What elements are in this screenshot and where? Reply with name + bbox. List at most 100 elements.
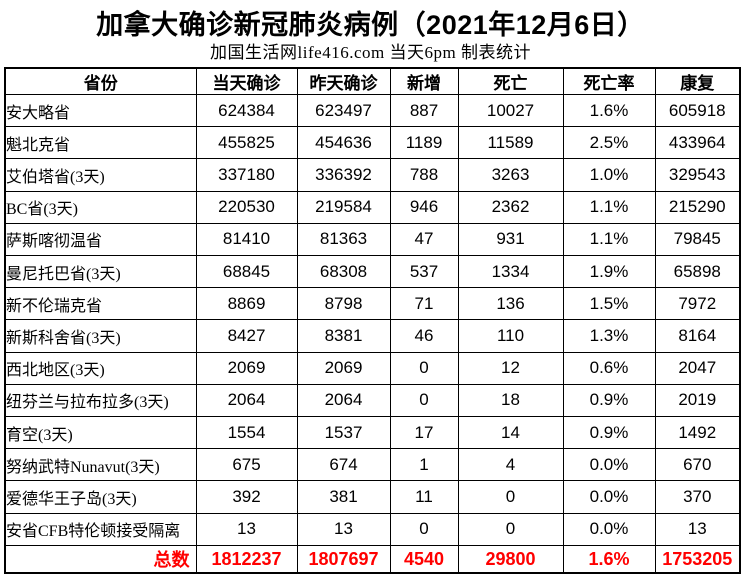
province-cell: 魁北克省 xyxy=(4,126,197,160)
table-row: BC省(3天) 220530 219584 946 2362 1.1% 215290 xyxy=(4,190,741,224)
value-cell: 1.9% xyxy=(562,255,656,289)
value-cell: 13 xyxy=(195,512,298,547)
value-cell: 13 xyxy=(296,512,391,547)
table-row: 新不伦瑞克省 8869 8798 71 136 1.5% 7972 xyxy=(4,287,741,321)
table-body: 安大略省 624384 623497 887 10027 1.6% 605918 魁北克省 45… xyxy=(4,93,741,547)
value-cell: 392 xyxy=(195,480,298,514)
table-row: 萨斯喀彻温省 81410 81363 47 931 1.1% 79845 xyxy=(4,222,741,257)
value-cell: 136 xyxy=(457,287,564,321)
header-yesterday: 昨天确诊 xyxy=(296,67,391,95)
value-cell: 0 xyxy=(457,512,564,547)
value-cell: 11589 xyxy=(457,126,564,160)
value-cell: 2047 xyxy=(654,351,741,385)
value-cell: 788 xyxy=(389,158,459,192)
value-cell: 65898 xyxy=(654,255,741,289)
value-cell: 337180 xyxy=(195,158,298,192)
value-cell: 1.1% xyxy=(562,222,656,257)
table-row: 努纳武特Nunavut(3天) 675 674 1 4 0.0% 670 xyxy=(4,448,741,482)
value-cell: 17 xyxy=(389,416,459,450)
value-cell: 1334 xyxy=(457,255,564,289)
page-subtitle: 加国生活网life416.com 当天6pm 制表统计 xyxy=(210,43,531,62)
value-cell: 454636 xyxy=(296,126,391,160)
province-cell: 曼尼托巴省(3天) xyxy=(4,255,197,289)
value-cell: 537 xyxy=(389,255,459,289)
value-cell: 1.5% xyxy=(562,287,656,321)
value-cell: 433964 xyxy=(654,126,741,160)
value-cell: 0.0% xyxy=(562,512,656,547)
table-row: 艾伯塔省(3天) 337180 336392 788 3263 1.0% 329543 xyxy=(4,158,741,192)
value-cell: 624384 xyxy=(195,93,298,128)
value-cell: 2069 xyxy=(296,351,391,385)
value-cell: 8427 xyxy=(195,319,298,353)
total-row: 总数 1812237 1807697 4540 29800 1.6% 17532… xyxy=(4,545,741,574)
total-label: 总数 xyxy=(4,545,197,574)
value-cell: 2069 xyxy=(195,351,298,385)
value-cell: 1537 xyxy=(296,416,391,450)
value-cell: 81410 xyxy=(195,222,298,257)
value-cell: 8381 xyxy=(296,319,391,353)
value-cell: 1.3% xyxy=(562,319,656,353)
value-cell: 18 xyxy=(457,383,564,418)
value-cell: 3263 xyxy=(457,158,564,192)
value-cell: 1189 xyxy=(389,126,459,160)
value-cell: 2064 xyxy=(195,383,298,418)
value-cell: 110 xyxy=(457,319,564,353)
value-cell: 68308 xyxy=(296,255,391,289)
value-cell: 71 xyxy=(389,287,459,321)
table-row: 安大略省 624384 623497 887 10027 1.6% 605918 xyxy=(4,93,741,128)
header-deaths: 死亡 xyxy=(457,67,564,95)
value-cell: 1554 xyxy=(195,416,298,450)
value-cell: 219584 xyxy=(296,190,391,224)
header-recovered: 康复 xyxy=(654,67,741,95)
header-province: 省份 xyxy=(4,67,197,95)
province-cell: 育空(3天) xyxy=(4,416,197,450)
table-row: 西北地区(3天) 2069 2069 0 12 0.6% 2047 xyxy=(4,351,741,385)
value-cell: 7972 xyxy=(654,287,741,321)
table-row: 魁北克省 455825 454636 1189 11589 2.5% 433964 xyxy=(4,126,741,160)
total-new: 4540 xyxy=(389,545,459,574)
value-cell: 81363 xyxy=(296,222,391,257)
header-today: 当天确诊 xyxy=(195,67,298,95)
value-cell: 0.9% xyxy=(562,416,656,450)
value-cell: 8798 xyxy=(296,287,391,321)
total-yesterday: 1807697 xyxy=(296,545,391,574)
header-death-rate: 死亡率 xyxy=(562,67,656,95)
value-cell: 946 xyxy=(389,190,459,224)
table-row: 新斯科舍省(3天) 8427 8381 46 110 1.3% 8164 xyxy=(4,319,741,353)
header-new: 新增 xyxy=(389,67,459,95)
province-cell: 纽芬兰与拉布拉多(3天) xyxy=(4,383,197,418)
value-cell: 46 xyxy=(389,319,459,353)
value-cell: 0 xyxy=(389,383,459,418)
province-cell: 艾伯塔省(3天) xyxy=(4,158,197,192)
province-cell: 爱德华王子岛(3天) xyxy=(4,480,197,514)
value-cell: 1.1% xyxy=(562,190,656,224)
value-cell: 670 xyxy=(654,448,741,482)
table-header-row: 省份 当天确诊 昨天确诊 新增 死亡 死亡率 康复 xyxy=(4,67,741,95)
province-cell: 新不伦瑞克省 xyxy=(4,287,197,321)
value-cell: 2362 xyxy=(457,190,564,224)
value-cell: 675 xyxy=(195,448,298,482)
value-cell: 381 xyxy=(296,480,391,514)
value-cell: 455825 xyxy=(195,126,298,160)
province-cell: 安省CFB特伦顿接受隔离 xyxy=(4,512,197,547)
value-cell: 47 xyxy=(389,222,459,257)
value-cell: 8164 xyxy=(654,319,741,353)
table-row: 育空(3天) 1554 1537 17 14 0.9% 1492 xyxy=(4,416,741,450)
total-today: 1812237 xyxy=(195,545,298,574)
value-cell: 0 xyxy=(389,351,459,385)
value-cell: 0.6% xyxy=(562,351,656,385)
value-cell: 0 xyxy=(457,480,564,514)
total-recovered: 1753205 xyxy=(654,545,741,574)
value-cell: 68845 xyxy=(195,255,298,289)
value-cell: 931 xyxy=(457,222,564,257)
total-deaths: 29800 xyxy=(457,545,564,574)
value-cell: 1492 xyxy=(654,416,741,450)
value-cell: 2064 xyxy=(296,383,391,418)
table-row: 爱德华王子岛(3天) 392 381 11 0 0.0% 370 xyxy=(4,480,741,514)
value-cell: 79845 xyxy=(654,222,741,257)
value-cell: 0.0% xyxy=(562,480,656,514)
value-cell: 336392 xyxy=(296,158,391,192)
value-cell: 220530 xyxy=(195,190,298,224)
value-cell: 12 xyxy=(457,351,564,385)
value-cell: 329543 xyxy=(654,158,741,192)
